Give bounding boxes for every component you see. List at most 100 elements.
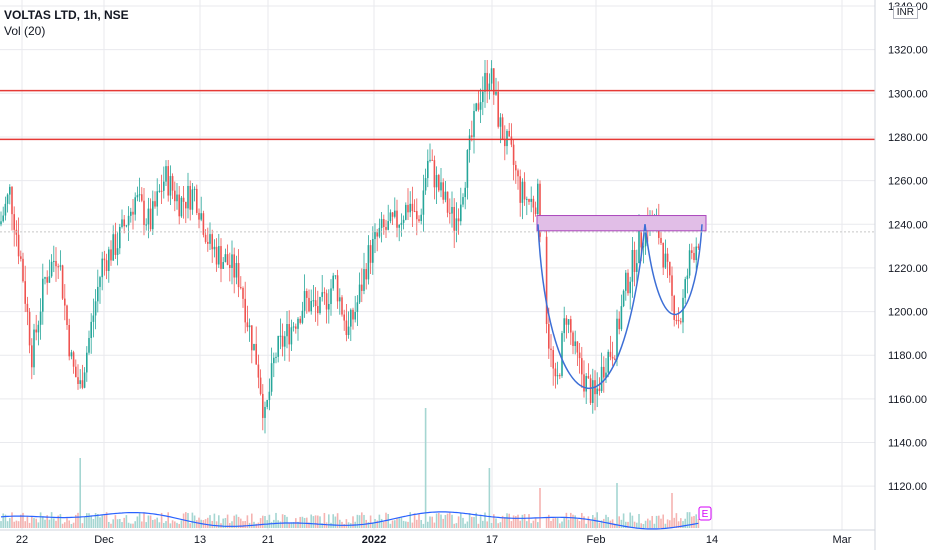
volume-bar	[2, 513, 4, 528]
volume-bar	[171, 520, 174, 528]
volume-bar	[475, 512, 477, 528]
volume-bar	[473, 517, 475, 528]
candle-body	[680, 321, 682, 323]
candle-body	[629, 281, 631, 294]
candle-body	[561, 333, 563, 376]
candle-body	[464, 187, 466, 198]
volume-bar	[616, 483, 618, 528]
candle-body	[101, 258, 103, 278]
candle-body	[677, 319, 680, 322]
candle-body	[290, 327, 293, 345]
candle-body	[424, 178, 427, 191]
cup-right-curve[interactable]	[644, 224, 703, 316]
candle-body	[697, 246, 700, 248]
volume-bar	[297, 521, 299, 528]
volume-bar	[636, 522, 638, 528]
volume-bar	[598, 522, 601, 528]
volume-bar	[581, 512, 583, 528]
volume-bar	[510, 521, 513, 528]
volume-bar	[270, 521, 273, 528]
candle-body	[552, 350, 554, 369]
candle-body	[215, 246, 218, 265]
volume-bar	[83, 516, 86, 528]
candle-body	[433, 160, 436, 188]
candle-body	[664, 253, 667, 268]
candle-body	[187, 185, 189, 209]
candle-body	[237, 263, 240, 288]
volume-bar	[479, 515, 482, 528]
volume-bar	[114, 515, 117, 528]
candle-body	[284, 336, 286, 347]
resistance-zone[interactable]	[536, 215, 707, 232]
volume-bar	[638, 513, 640, 528]
cup-left-curve[interactable]	[537, 224, 646, 390]
candle-body	[193, 188, 196, 190]
volume-bar	[534, 517, 537, 528]
volume-bar	[55, 520, 57, 528]
volume-bar	[488, 468, 491, 528]
candle-body	[121, 219, 123, 228]
volume-bar	[218, 515, 220, 528]
candle-body	[460, 204, 462, 222]
candle-body	[693, 252, 695, 261]
price-tick-label: 1200.00	[888, 307, 928, 319]
candle-body	[427, 160, 429, 179]
currency-badge[interactable]: INR	[892, 6, 918, 19]
candle-body	[631, 249, 634, 282]
volume-bar	[141, 521, 143, 528]
candle-body	[233, 254, 235, 278]
candle-body	[281, 335, 284, 347]
volume-bar	[680, 518, 682, 528]
candle-body	[530, 198, 532, 202]
volume-bar	[561, 521, 563, 528]
volume-bar	[537, 522, 539, 528]
volume-bar	[622, 513, 625, 528]
volume-bar	[229, 522, 231, 528]
volume-bars	[0, 408, 700, 528]
volume-bar	[495, 518, 497, 528]
volume-bar	[358, 515, 361, 528]
candle-body	[457, 218, 460, 222]
volume-bar	[442, 518, 444, 528]
volume-bar	[246, 515, 249, 528]
candle-body	[259, 377, 262, 394]
volume-bar	[486, 521, 488, 528]
candle-body	[493, 68, 495, 95]
candle-body	[81, 380, 84, 388]
volume-bar	[215, 521, 218, 528]
candle-body	[114, 234, 117, 255]
volume-bar	[13, 521, 15, 528]
candle-body	[110, 249, 112, 261]
time-tick-label: Dec	[94, 534, 114, 546]
candle-body	[138, 194, 141, 196]
candle-body	[328, 303, 330, 310]
volume-bar	[268, 514, 271, 528]
volume-bar	[640, 523, 642, 528]
volume-bar	[163, 522, 165, 528]
volume-bar	[416, 519, 418, 528]
candle-body	[475, 103, 477, 112]
volume-bar	[154, 519, 156, 528]
candle-body	[11, 186, 13, 215]
volume-bar	[328, 514, 330, 528]
candle-body	[229, 264, 231, 269]
candle-body	[75, 366, 77, 378]
volume-bar	[363, 514, 365, 528]
candle-body	[130, 211, 132, 216]
volume-bar	[169, 523, 172, 528]
candle-body	[675, 319, 678, 321]
volume-bar	[189, 523, 191, 528]
price-tick-label: 1140.00	[888, 438, 927, 450]
candle-body	[572, 332, 574, 346]
candle-body	[255, 343, 257, 365]
volume-bar	[281, 514, 284, 528]
volume-bar	[567, 519, 570, 528]
candle-body	[563, 318, 565, 334]
volume-indicator-label[interactable]: Vol (20)	[4, 24, 46, 38]
volume-bar	[642, 523, 645, 528]
candle-body	[125, 225, 128, 227]
volume-bar	[614, 523, 616, 528]
volume-bar	[684, 518, 686, 528]
volume-bar	[532, 520, 535, 528]
